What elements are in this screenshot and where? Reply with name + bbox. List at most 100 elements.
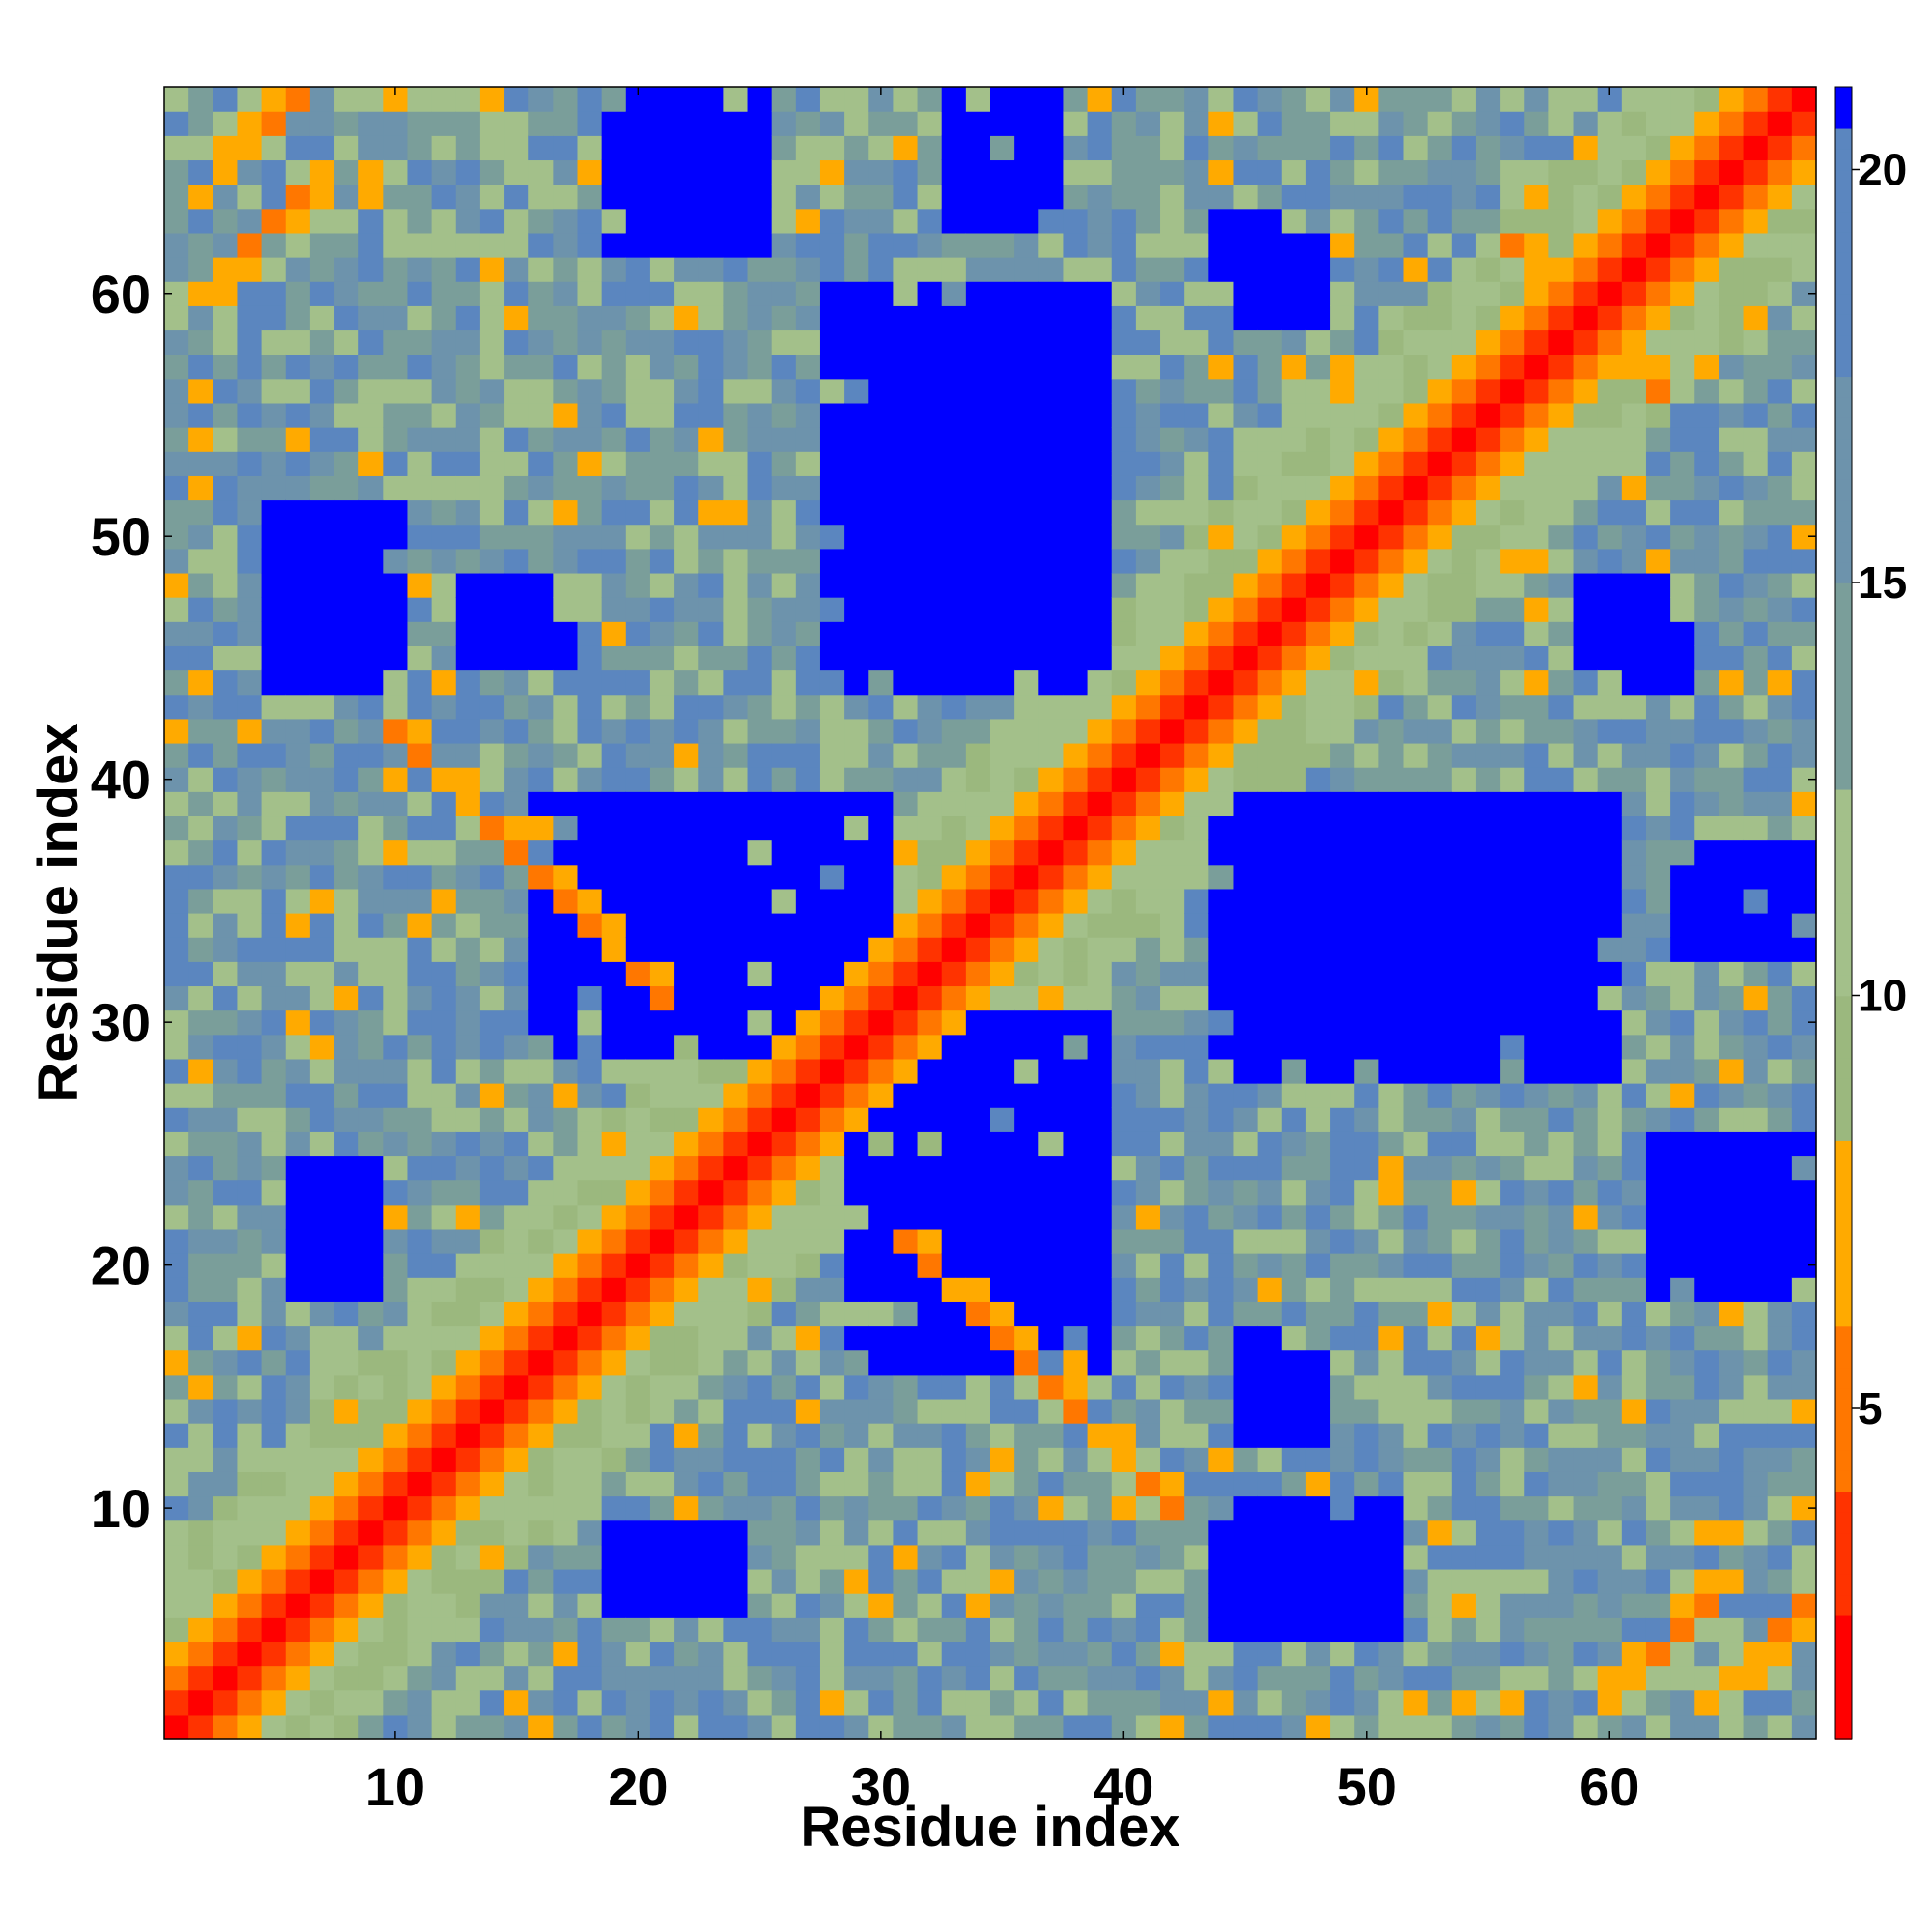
- heatmap-cell: [1038, 694, 1065, 720]
- heatmap-cell: [941, 1641, 967, 1667]
- heatmap-cell: [1694, 159, 1720, 185]
- heatmap-cell: [1719, 1301, 1745, 1327]
- heatmap-cell: [990, 1665, 1015, 1691]
- heatmap-cell: [868, 1641, 895, 1667]
- heatmap-cell: [1135, 548, 1161, 574]
- heatmap-cell: [358, 427, 384, 452]
- heatmap-cell: [844, 1228, 869, 1254]
- heatmap-cell: [1063, 1714, 1089, 1740]
- heatmap-cell: [1670, 402, 1695, 428]
- heatmap-cell: [1257, 257, 1283, 282]
- heatmap-cell: [1719, 815, 1745, 841]
- heatmap-cell: [1354, 694, 1379, 720]
- heatmap-cell: [237, 329, 263, 355]
- heatmap-cell: [1500, 645, 1525, 671]
- heatmap-cell: [771, 1083, 797, 1108]
- heatmap-cell: [795, 1593, 821, 1618]
- heatmap-cell: [1670, 1568, 1695, 1594]
- heatmap-cell: [1719, 694, 1745, 720]
- heatmap-cell: [771, 1107, 797, 1132]
- heatmap-cell: [625, 1495, 651, 1521]
- heatmap-cell: [1791, 1350, 1817, 1376]
- heatmap-cell: [1548, 1009, 1575, 1036]
- heatmap-cell: [795, 985, 821, 1011]
- heatmap-cell: [1451, 718, 1477, 744]
- heatmap-cell: [1038, 329, 1065, 355]
- heatmap-cell: [1281, 1665, 1307, 1691]
- heatmap-cell: [1257, 1593, 1283, 1618]
- heatmap-cell: [1354, 815, 1379, 841]
- heatmap-cell: [1694, 839, 1720, 866]
- heatmap-cell: [358, 864, 384, 890]
- heatmap-cell: [1548, 305, 1575, 331]
- heatmap-cell: [1038, 1301, 1065, 1327]
- heatmap-cell: [1670, 1544, 1695, 1570]
- colorbar-segment: [1835, 1552, 1852, 1575]
- heatmap-cell: [1208, 1228, 1235, 1254]
- heatmap-cell: [1135, 645, 1161, 671]
- heatmap-cell: [1621, 985, 1647, 1011]
- heatmap-cell: [261, 305, 287, 331]
- heatmap-cell: [528, 1034, 554, 1060]
- heatmap-cell: [285, 1325, 311, 1351]
- heatmap-cell: [819, 1593, 845, 1618]
- heatmap-cell: [213, 451, 239, 476]
- heatmap-cell: [674, 1131, 699, 1157]
- heatmap-cell: [868, 499, 895, 526]
- heatmap-cell: [1548, 329, 1575, 355]
- heatmap-cell: [819, 621, 845, 646]
- heatmap-cell: [1597, 159, 1623, 185]
- heatmap-cell: [407, 669, 433, 696]
- heatmap-cell: [649, 1423, 675, 1448]
- heatmap-cell: [1743, 1593, 1769, 1618]
- heatmap-cell: [577, 694, 603, 720]
- heatmap-cell: [1378, 427, 1405, 452]
- heatmap-cell: [917, 645, 943, 671]
- heatmap-cell: [237, 694, 263, 720]
- heatmap-cell: [504, 767, 529, 792]
- heatmap-cell: [1378, 815, 1405, 841]
- heatmap-cell: [819, 1374, 845, 1400]
- heatmap-cell: [407, 499, 433, 526]
- heatmap-cell: [1184, 1593, 1209, 1618]
- heatmap-cell: [1427, 961, 1453, 987]
- heatmap-cell: [1014, 1544, 1039, 1570]
- heatmap-cell: [1233, 548, 1259, 574]
- heatmap-cell: [1135, 1253, 1161, 1278]
- heatmap-cell: [504, 1228, 529, 1254]
- heatmap-cell: [1281, 1568, 1307, 1594]
- heatmap-cell: [747, 1617, 773, 1643]
- heatmap-cell: [1670, 475, 1695, 501]
- heatmap-cell: [1719, 961, 1745, 987]
- heatmap-cell: [1427, 402, 1453, 428]
- heatmap-cell: [455, 1301, 481, 1327]
- heatmap-cell: [1403, 1179, 1429, 1206]
- heatmap-cell: [1063, 1301, 1089, 1327]
- heatmap-cell: [1403, 1641, 1429, 1667]
- heatmap-cell: [261, 913, 287, 938]
- heatmap-cell: [1305, 1277, 1331, 1302]
- heatmap-cell: [747, 1447, 773, 1472]
- heatmap-cell: [1694, 257, 1720, 282]
- heatmap-cell: [1524, 1374, 1549, 1400]
- heatmap-cell: [1330, 1034, 1355, 1060]
- heatmap-cell: [893, 767, 919, 792]
- heatmap-cell: [1427, 87, 1453, 112]
- heatmap-cell: [844, 1447, 869, 1472]
- heatmap-cell: [1597, 1593, 1623, 1618]
- heatmap-cell: [698, 281, 724, 306]
- heatmap-cell: [1281, 1593, 1307, 1618]
- heatmap-cell: [649, 1568, 675, 1594]
- heatmap-cell: [1500, 1665, 1525, 1691]
- heatmap-cell: [407, 1665, 433, 1691]
- heatmap-cell: [164, 669, 189, 696]
- heatmap-cell: [723, 1107, 749, 1132]
- heatmap-cell: [479, 427, 505, 452]
- heatmap-cell: [1670, 329, 1695, 355]
- heatmap-cell: [1281, 1204, 1307, 1230]
- heatmap-cell: [553, 548, 579, 574]
- heatmap-cell: [747, 1083, 773, 1108]
- heatmap-cell: [1257, 451, 1283, 476]
- heatmap-cell: [868, 305, 895, 331]
- heatmap-cell: [795, 184, 821, 210]
